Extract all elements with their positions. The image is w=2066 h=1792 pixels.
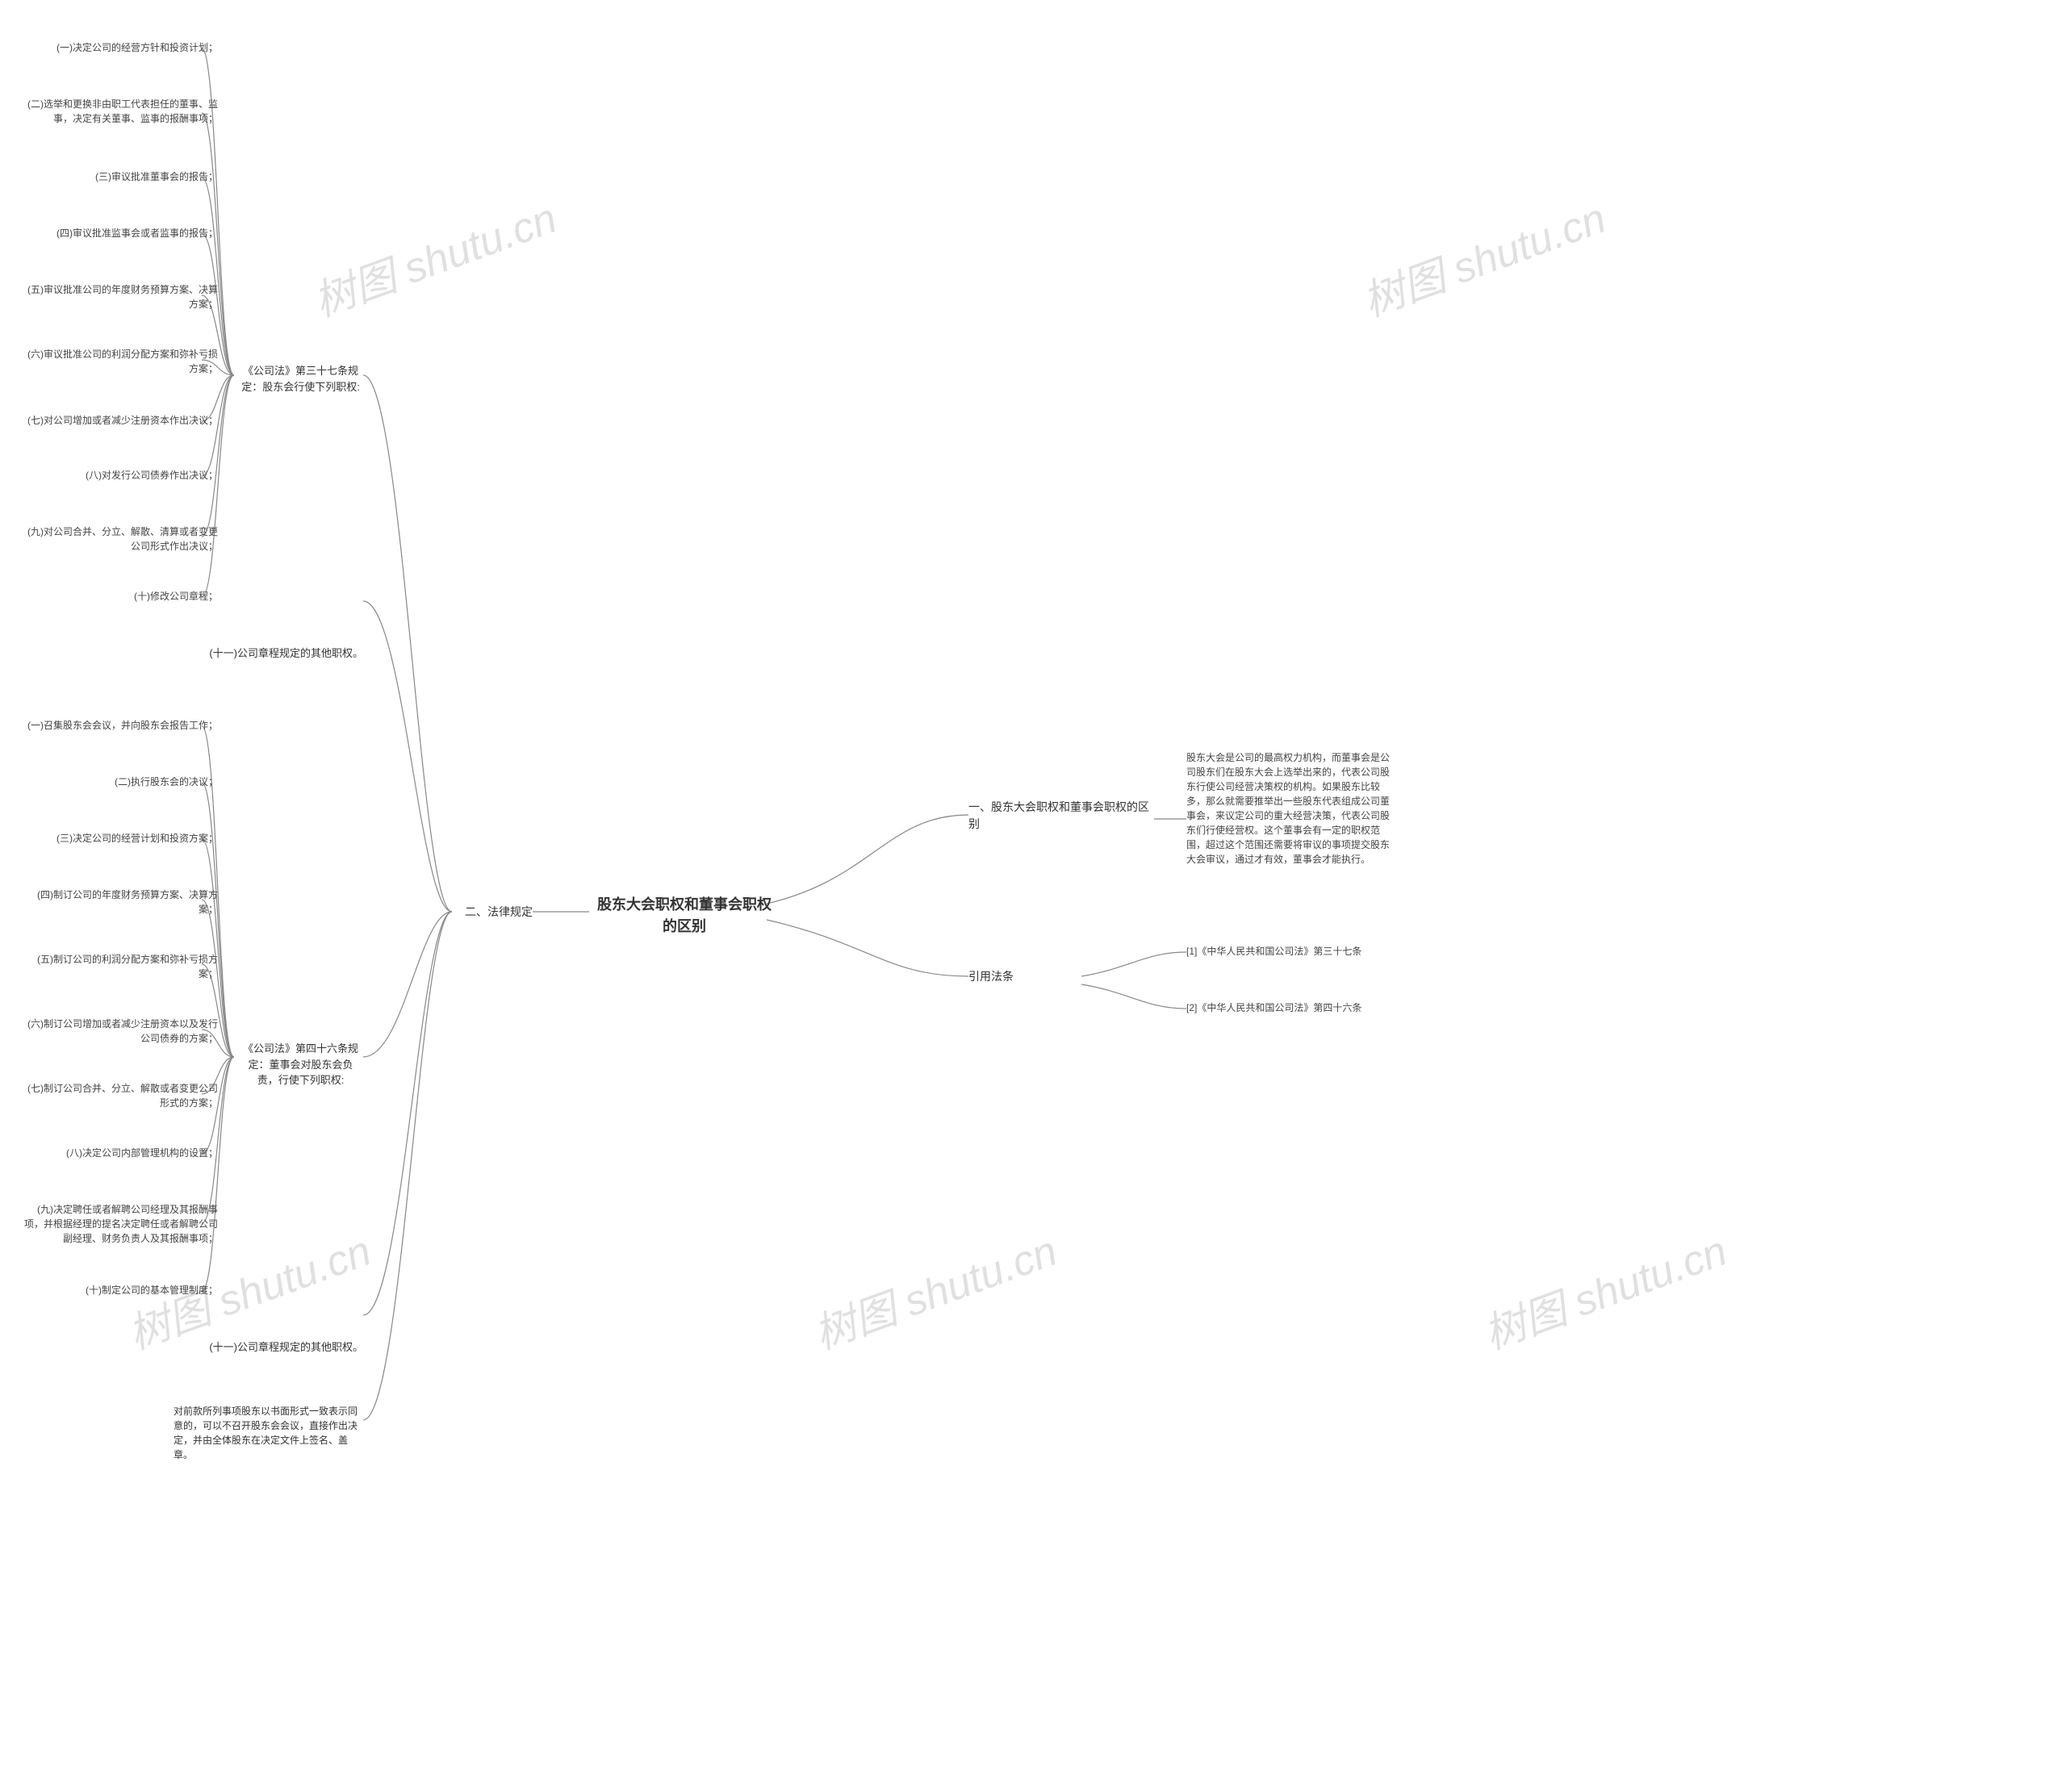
g2-i5: (五)制订公司的利润分配方案和弥补亏损方案；: [24, 952, 218, 981]
edge-l-g1: [363, 375, 452, 912]
law-group2: 《公司法》第四十六条规定：董事会对股东会负责，行使下列职权:: [238, 1041, 363, 1088]
g2-i7: (七)制订公司合并、分立、解散或者变更公司形式的方案；: [24, 1081, 218, 1110]
law-group2-tail1: (十一)公司章程规定的其他职权。: [202, 1339, 363, 1355]
g2-i1: (一)召集股东会会议，并向股东会报告工作；: [24, 718, 218, 733]
g1-i7: (七)对公司增加或者减少注册资本作出决议；: [24, 413, 218, 428]
citation-item-2: [2]《中华人民共和国公司法》第四十六条: [1186, 1000, 1380, 1015]
watermark: 树图 shutu.cn: [805, 1217, 1064, 1360]
law-group2-tail2: 对前款所列事项股东以书面形式一致表示同意的，可以不召开股东会会议，直接作出决定，…: [174, 1404, 363, 1462]
edge-g1-i10: [202, 375, 234, 597]
g2-i8: (八)决定公司内部管理机构的设置；: [24, 1146, 218, 1160]
branch-difference: 一、股东大会职权和董事会职权的区别: [968, 799, 1154, 833]
g1-i1: (一)决定公司的经营方针和投资计划；: [24, 40, 218, 55]
edge-r2-i1: [1081, 952, 1186, 976]
edge-l-t1: [363, 601, 452, 912]
edge-r2-i2: [1081, 984, 1186, 1009]
root-title: 股东大会职权和董事会职权的区别: [589, 888, 780, 944]
branch-law: 二、法律规定: [452, 904, 533, 921]
edge-l-t2b: [363, 912, 452, 1420]
g2-i6: (六)制订公司增加或者减少注册资本以及发行公司债券的方案；: [24, 1017, 218, 1046]
g2-i9: (九)决定聘任或者解聘公司经理及其报酬事项，并根据经理的提名决定聘任或者解聘公司…: [24, 1202, 218, 1246]
g2-i4: (四)制订公司的年度财务预算方案、决算方案；: [24, 888, 218, 917]
edge-root-r2: [767, 920, 968, 976]
edge-g2-i2: [202, 783, 234, 1057]
edge-root-r1: [767, 815, 968, 904]
g1-i9: (九)对公司合并、分立、解散、清算或者变更公司形式作出决议；: [24, 524, 218, 553]
edge-l-g2: [363, 912, 452, 1057]
g1-i4: (四)审议批准监事会或者监事的报告；: [24, 226, 218, 240]
g1-i2: (二)选举和更换非由职工代表担任的董事、监事，决定有关董事、监事的报酬事项；: [24, 97, 218, 126]
edge-g1-i9: [202, 375, 234, 537]
g1-i3: (三)审议批准董事会的报告；: [24, 169, 218, 184]
citation-item-1: [1]《中华人民共和国公司法》第三十七条: [1186, 944, 1380, 959]
g1-i6: (六)审议批准公司的利润分配方案和弥补亏损方案；: [24, 347, 218, 376]
g2-i3: (三)决定公司的经营计划和投资方案；: [24, 831, 218, 846]
watermark: 树图 shutu.cn: [1474, 1217, 1734, 1360]
branch-difference-content: 股东大会是公司的最高权力机构，而董事会是公司股东们在股东大会上选举出来的，代表公…: [1186, 750, 1396, 867]
law-group1: 《公司法》第三十七条规定：股东会行使下列职权:: [238, 363, 363, 395]
g2-i10: (十)制定公司的基本管理制度；: [24, 1283, 218, 1297]
law-group1-tail: (十一)公司章程规定的其他职权。: [202, 645, 363, 662]
g2-i2: (二)执行股东会的决议；: [24, 775, 218, 789]
g1-i8: (八)对发行公司债券作出决议；: [24, 468, 218, 482]
edge-l-t2a: [363, 912, 452, 1315]
connectors-layer: [0, 0, 2066, 1792]
g1-i5: (五)审议批准公司的年度财务预算方案、决算方案；: [24, 282, 218, 311]
watermark: 树图 shutu.cn: [1353, 184, 1613, 328]
g1-i10: (十)修改公司章程；: [24, 589, 218, 604]
branch-citation: 引用法条: [968, 968, 1073, 985]
watermark: 树图 shutu.cn: [304, 184, 564, 328]
edge-g1-i3: [202, 178, 234, 375]
edge-g1-i2: [202, 113, 234, 375]
